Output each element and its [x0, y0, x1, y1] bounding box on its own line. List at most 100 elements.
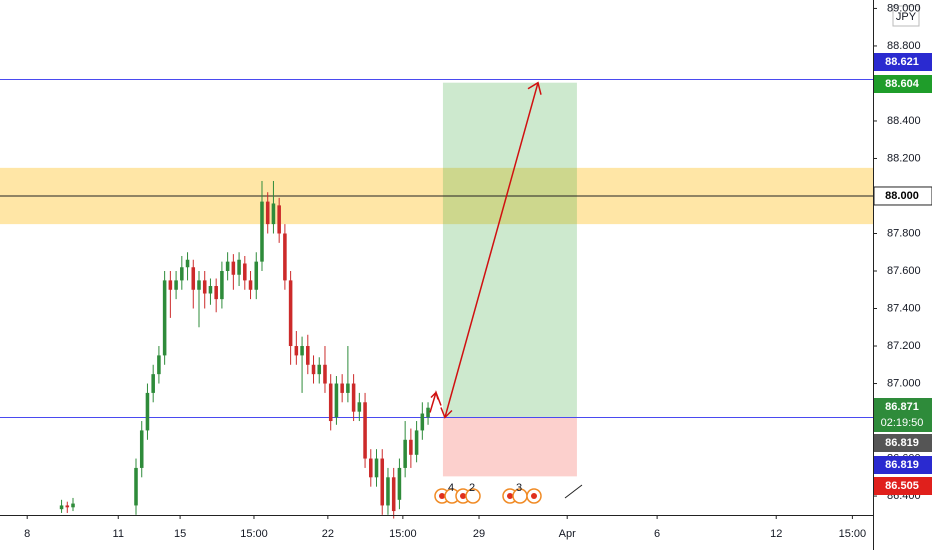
- countdown: 02:19:50: [881, 417, 924, 429]
- candle-body: [231, 261, 236, 275]
- candle-body: [208, 286, 213, 294]
- candle-body: [328, 383, 333, 422]
- candle-body: [386, 477, 390, 506]
- y-tick-label: 87.800: [887, 227, 921, 239]
- candle-body: [391, 477, 396, 512]
- candle-body: [283, 233, 287, 281]
- events: 4 2 3: [434, 482, 542, 504]
- candle-body: [202, 280, 207, 294]
- y-tick-label: 87.600: [887, 265, 921, 277]
- candle-body: [191, 267, 196, 290]
- candle-body: [162, 280, 167, 356]
- candle-body: [139, 430, 144, 468]
- currency: JPY: [896, 11, 917, 23]
- x-tick-label: 11: [113, 528, 124, 540]
- event-count: 4: [448, 482, 454, 494]
- event-dot: [439, 493, 445, 499]
- price-label: 88.000: [885, 190, 919, 202]
- candle-body: [260, 201, 264, 262]
- price-label: 88.621: [885, 56, 919, 68]
- candle-body: [197, 280, 201, 290]
- candle-body: [271, 203, 276, 225]
- x-tick-label: 8: [24, 528, 30, 540]
- price-label: 86.819: [885, 459, 919, 471]
- x-tick-label: 15:00: [839, 528, 867, 540]
- price-label-box: [874, 456, 932, 474]
- candle-body: [294, 346, 299, 356]
- price-label: 86.505: [885, 480, 919, 492]
- price-label-box: [874, 434, 932, 452]
- candle-body: [59, 505, 64, 510]
- price-label-box: [874, 477, 932, 495]
- candle-body: [214, 286, 218, 300]
- candle-body: [409, 439, 413, 455]
- candle-body: [157, 355, 161, 375]
- candle-body: [174, 280, 178, 290]
- event-dot: [507, 493, 513, 499]
- y-tick-label: 89.000: [887, 2, 921, 14]
- price-label-box: [874, 53, 932, 71]
- candle-body: [288, 280, 293, 347]
- candle-body: [374, 458, 379, 478]
- candle-body: [65, 505, 70, 508]
- candle-body: [237, 259, 241, 275]
- candle-body: [254, 261, 259, 290]
- price-label: 88.604: [885, 78, 920, 90]
- price-label-box: [873, 186, 932, 206]
- y-tick-label: 87.200: [887, 340, 921, 352]
- price-label-box: [874, 75, 932, 93]
- y-tick-label: 87.400: [887, 302, 921, 314]
- arrow-head: [440, 407, 453, 419]
- candle-body: [243, 263, 247, 281]
- forecast-arrow: [444, 82, 539, 418]
- candle-body: [334, 383, 339, 418]
- candle-body: [225, 261, 230, 272]
- candle-body: [403, 439, 407, 468]
- y-tick-label: 88.400: [887, 115, 921, 127]
- candle-body: [357, 402, 362, 412]
- candle-body: [306, 346, 310, 365]
- arrow-head: [527, 81, 542, 95]
- candle-body: [414, 430, 419, 455]
- candle-body: [180, 267, 184, 281]
- x-tick-label: 15: [174, 528, 186, 540]
- y-tick-label: 87.000: [887, 377, 921, 389]
- candle-body: [351, 383, 356, 412]
- candle-body: [340, 383, 344, 393]
- candle-body: [168, 280, 173, 290]
- candle-body: [145, 392, 150, 431]
- event-count: 3: [516, 482, 522, 494]
- candle-body: [369, 458, 373, 478]
- candle-body: [363, 402, 367, 459]
- candle-body: [248, 280, 253, 290]
- y-tick-label: 88.200: [887, 152, 921, 164]
- candle-body: [346, 383, 350, 393]
- stop-area: [442, 417, 577, 477]
- price-label-box: [874, 398, 932, 432]
- candle-body: [380, 458, 385, 506]
- event-icon: [465, 488, 481, 504]
- target-area: [442, 82, 577, 418]
- candle-body: [300, 346, 304, 356]
- zigzag-arrow: [429, 390, 442, 413]
- x-tick-label: 15:00: [389, 528, 417, 540]
- x-tick-label: 6: [654, 528, 660, 540]
- y-tick-label: 88.800: [887, 40, 921, 52]
- event-count: 2: [469, 482, 475, 494]
- event-dot: [531, 493, 537, 499]
- x-tick-label: 29: [473, 528, 485, 540]
- candle-body: [151, 374, 155, 393]
- event-dot: [460, 493, 466, 499]
- price-label: 86.819: [885, 437, 919, 449]
- candle-body: [220, 271, 224, 300]
- candle-body: [420, 413, 425, 431]
- candle-body: [311, 364, 316, 375]
- drawing-stub: [564, 484, 583, 499]
- candle-body: [323, 364, 327, 384]
- x-tick-label: 15:00: [240, 528, 268, 540]
- candle-body: [277, 205, 281, 234]
- price-label: 86.871: [885, 401, 919, 413]
- currency-box: [892, 5, 920, 27]
